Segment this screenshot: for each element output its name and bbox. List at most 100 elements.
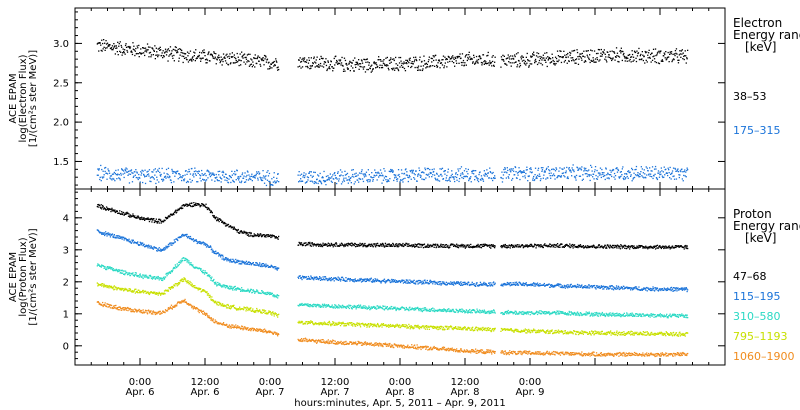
data-point xyxy=(422,178,425,181)
data-point xyxy=(535,177,537,179)
data-point xyxy=(479,246,481,249)
data-point xyxy=(532,53,534,55)
data-point xyxy=(176,50,178,52)
data-point xyxy=(656,177,658,180)
data-point xyxy=(424,169,427,171)
data-point xyxy=(102,232,104,234)
data-point xyxy=(165,177,167,179)
data-point xyxy=(402,242,404,245)
proton-ytick-label: 4 xyxy=(63,213,69,224)
data-point xyxy=(446,283,448,285)
data-point xyxy=(367,169,369,171)
data-point xyxy=(146,43,149,45)
data-point xyxy=(123,214,125,216)
data-point xyxy=(211,212,213,214)
data-point xyxy=(109,236,112,238)
data-point xyxy=(140,174,142,176)
data-point xyxy=(472,169,474,172)
data-point xyxy=(589,179,591,182)
data-point xyxy=(183,235,185,237)
data-point xyxy=(501,245,504,248)
data-point xyxy=(581,284,583,286)
data-point xyxy=(272,184,274,186)
data-point xyxy=(653,58,656,60)
data-point xyxy=(368,62,370,64)
data-point xyxy=(250,178,252,181)
data-point xyxy=(142,242,144,244)
data-point xyxy=(356,280,358,282)
data-point xyxy=(674,168,677,170)
data-point xyxy=(601,286,603,288)
data-point xyxy=(160,173,162,176)
data-point xyxy=(244,172,246,174)
data-point xyxy=(162,180,164,182)
data-point xyxy=(115,237,117,239)
data-point xyxy=(342,179,345,181)
data-point xyxy=(418,243,421,245)
data-point xyxy=(333,244,335,246)
data-point xyxy=(322,276,324,278)
data-point xyxy=(203,179,206,181)
data-point xyxy=(124,44,127,47)
data-point xyxy=(142,47,144,49)
data-point xyxy=(327,279,329,282)
data-point xyxy=(632,56,635,58)
data-point xyxy=(129,170,131,172)
data-point xyxy=(529,60,531,62)
data-point xyxy=(446,180,448,182)
data-point xyxy=(236,231,238,233)
data-point xyxy=(200,205,202,207)
data-point xyxy=(126,171,129,173)
data-point xyxy=(425,245,427,247)
data-point xyxy=(416,245,418,247)
data-point xyxy=(655,61,658,64)
data-point xyxy=(626,175,628,178)
data-point xyxy=(214,180,216,182)
data-point xyxy=(408,174,410,177)
data-point xyxy=(555,167,557,169)
data-point xyxy=(442,246,444,248)
data-point xyxy=(115,270,117,272)
data-point xyxy=(400,245,403,247)
data-point xyxy=(97,168,99,170)
data-point xyxy=(111,173,114,175)
electron-legend-entry: 175–315 xyxy=(733,124,781,137)
data-point xyxy=(516,283,519,285)
data-point xyxy=(317,66,319,68)
data-point xyxy=(404,169,407,171)
electron-plot-frame xyxy=(74,7,726,190)
data-point xyxy=(406,242,408,245)
data-point xyxy=(138,217,140,219)
data-point xyxy=(364,280,367,283)
data-point xyxy=(142,218,144,221)
data-point xyxy=(652,48,655,50)
data-point xyxy=(209,60,211,62)
data-point xyxy=(439,67,441,69)
data-point xyxy=(436,178,439,180)
data-point xyxy=(588,246,590,249)
data-point xyxy=(518,60,520,62)
data-point xyxy=(203,204,206,207)
data-point xyxy=(202,174,204,176)
data-point xyxy=(683,55,685,57)
data-point xyxy=(566,166,568,169)
data-point xyxy=(517,52,519,54)
data-point xyxy=(502,285,504,287)
data-point xyxy=(672,53,674,55)
data-point xyxy=(475,60,477,63)
data-point xyxy=(558,175,561,177)
data-point xyxy=(619,246,621,248)
data-point xyxy=(445,244,447,246)
electron-legend-entry: 38–53 xyxy=(733,90,767,103)
data-point xyxy=(436,65,439,68)
data-point xyxy=(300,178,302,180)
data-point xyxy=(494,247,496,249)
data-point xyxy=(132,176,134,178)
data-point xyxy=(214,57,216,60)
data-point xyxy=(616,171,619,173)
data-point xyxy=(422,171,424,173)
data-point xyxy=(686,58,688,60)
data-point xyxy=(677,168,679,170)
data-point xyxy=(369,243,371,245)
data-point xyxy=(113,210,115,212)
